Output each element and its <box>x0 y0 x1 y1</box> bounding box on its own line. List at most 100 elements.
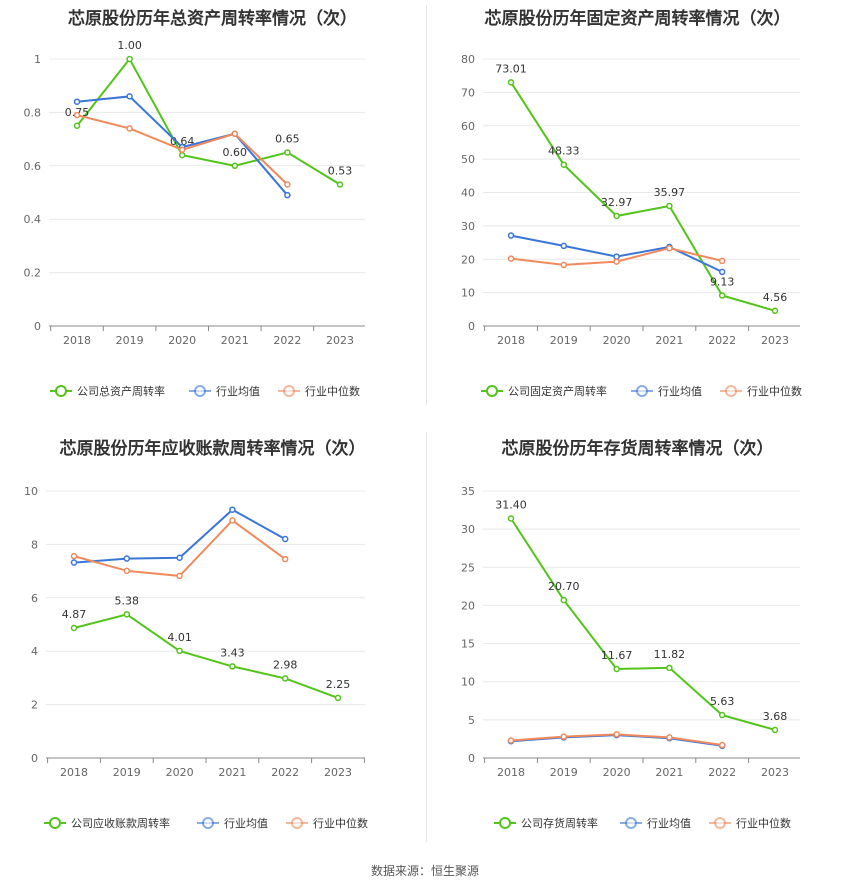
legend-label: 行业中位数 <box>305 384 360 398</box>
legend-label: 公司存货周转率 <box>521 816 598 830</box>
data-point <box>284 181 291 188</box>
legend-marker <box>283 385 295 397</box>
series-line <box>73 519 286 577</box>
data-point <box>176 554 183 561</box>
y-tick-label: 0 <box>34 320 41 333</box>
chart-svg: 0 0.2 0.4 0.6 0.8 1 2018 2019 2020 2021 2022 2023 0.… <box>24 39 365 398</box>
x-tick-label: 2022 <box>273 334 301 347</box>
legend-label: 行业均值 <box>658 385 702 398</box>
data-point <box>281 555 289 563</box>
data-point <box>666 244 673 252</box>
chart-inventory-turnover: 芯原股份历年存货周转率情况（次） 0 5 10 15 20 25 30 35 2018 2019 2… <box>425 430 850 850</box>
x-tick-label: 2021 <box>218 766 246 779</box>
legend-marker <box>291 817 303 829</box>
x-tick-label: 2020 <box>603 766 631 779</box>
data-point <box>560 161 568 168</box>
data-point <box>771 307 779 315</box>
x-tick-label: 2019 <box>116 334 144 347</box>
data-label: 0.53 <box>328 164 353 177</box>
legend-marker <box>202 817 214 829</box>
y-tick-label: 0 <box>468 320 475 333</box>
legend-marker <box>55 385 67 397</box>
data-point <box>126 93 133 100</box>
x-tick-label: 2020 <box>603 334 631 347</box>
y-tick-label: 20 <box>461 253 475 266</box>
series-line <box>510 517 776 731</box>
legend-label: 行业均值 <box>216 385 260 398</box>
y-tick-label: 0 <box>468 752 475 765</box>
chart-svg: 0 2 4 6 8 10 2018 2019 2020 2021 2022 2023 4.87 5.38 4… <box>24 485 368 830</box>
legend-label: 公司应收账款周转率 <box>71 816 170 830</box>
x-tick-label: 2022 <box>708 334 736 347</box>
data-label: 1.00 <box>117 39 142 52</box>
data-point <box>507 79 515 86</box>
chart-title: 芯原股份历年固定资产周转率情况（次） <box>484 9 791 29</box>
legend-marker <box>499 817 511 829</box>
data-label: 31.40 <box>495 498 527 511</box>
data-label: 2.98 <box>273 658 298 671</box>
data-point <box>613 212 620 220</box>
legend-label: 行业中位数 <box>313 816 368 830</box>
legend-marker <box>49 817 61 829</box>
y-tick-label: 8 <box>31 538 38 551</box>
data-point <box>178 151 186 159</box>
y-tick-label: 4 <box>31 645 38 658</box>
legend-label: 行业中位数 <box>747 384 802 398</box>
x-tick-label: 2021 <box>655 334 683 347</box>
y-tick-label: 10 <box>24 485 38 498</box>
legend-marker <box>194 385 206 397</box>
data-point <box>336 181 344 188</box>
legend-label: 行业均值 <box>224 817 268 830</box>
data-point <box>281 675 289 682</box>
data-label: 32.97 <box>601 196 633 209</box>
series-line <box>76 57 341 186</box>
data-label: 20.70 <box>548 580 580 593</box>
data-label: 4.01 <box>167 631 192 644</box>
chart-svg: 0 10 20 30 40 50 60 70 80 2018 2019 2020 2021 2022 202… <box>461 53 802 398</box>
legend-label: 行业均值 <box>647 817 691 830</box>
y-tick-label: 0.8 <box>24 106 42 119</box>
data-point <box>771 726 779 734</box>
data-source-footer: 数据来源：恒生聚源 <box>370 864 479 878</box>
data-point <box>229 517 236 524</box>
data-point <box>507 515 515 522</box>
data-point <box>229 506 236 513</box>
y-tick-label: 0.6 <box>24 160 42 173</box>
y-tick-label: 0.2 <box>24 267 42 280</box>
x-tick-label: 2018 <box>497 766 525 779</box>
legend-marker <box>636 385 648 397</box>
y-tick-label: 50 <box>461 153 475 166</box>
chart-svg: 0 5 10 15 20 25 30 35 2018 2019 2020 2021 2022 2023 31… <box>461 485 800 830</box>
x-tick-label: 2023 <box>761 766 789 779</box>
data-label: 2.25 <box>326 678 351 691</box>
y-tick-label: 0.4 <box>24 213 42 226</box>
data-label: 4.87 <box>62 608 87 621</box>
data-point <box>123 555 131 562</box>
chart-title: 芯原股份历年应收账款周转率情况（次） <box>59 439 366 459</box>
data-point <box>70 559 78 566</box>
data-point <box>73 111 81 119</box>
data-point <box>73 122 81 129</box>
y-tick-label: 60 <box>461 120 475 133</box>
data-point <box>718 711 726 719</box>
y-tick-label: 80 <box>461 53 475 66</box>
legend-marker <box>625 817 637 829</box>
y-tick-label: 30 <box>461 220 475 233</box>
x-tick-label: 2019 <box>550 334 578 347</box>
y-tick-label: 10 <box>461 287 475 300</box>
data-label: 11.67 <box>601 649 633 662</box>
chart-total-asset-turnover: 芯原股份历年总资产周转率情况（次） 0 0.2 0.4 0.6 0.8 1 2018 2019… <box>0 0 425 420</box>
x-tick-label: 2021 <box>655 766 683 779</box>
y-tick-label: 35 <box>461 485 475 498</box>
x-tick-label: 2020 <box>168 334 196 347</box>
legend-marker <box>725 385 737 397</box>
series-line <box>510 81 776 312</box>
data-point <box>70 624 78 632</box>
data-point <box>560 596 568 604</box>
data-point <box>718 257 726 265</box>
x-tick-label: 2018 <box>60 766 88 779</box>
chart-title: 芯原股份历年总资产周转率情况（次） <box>68 9 357 29</box>
vertical-divider-bottom <box>426 432 427 842</box>
data-point <box>507 255 515 262</box>
data-point <box>176 647 183 655</box>
